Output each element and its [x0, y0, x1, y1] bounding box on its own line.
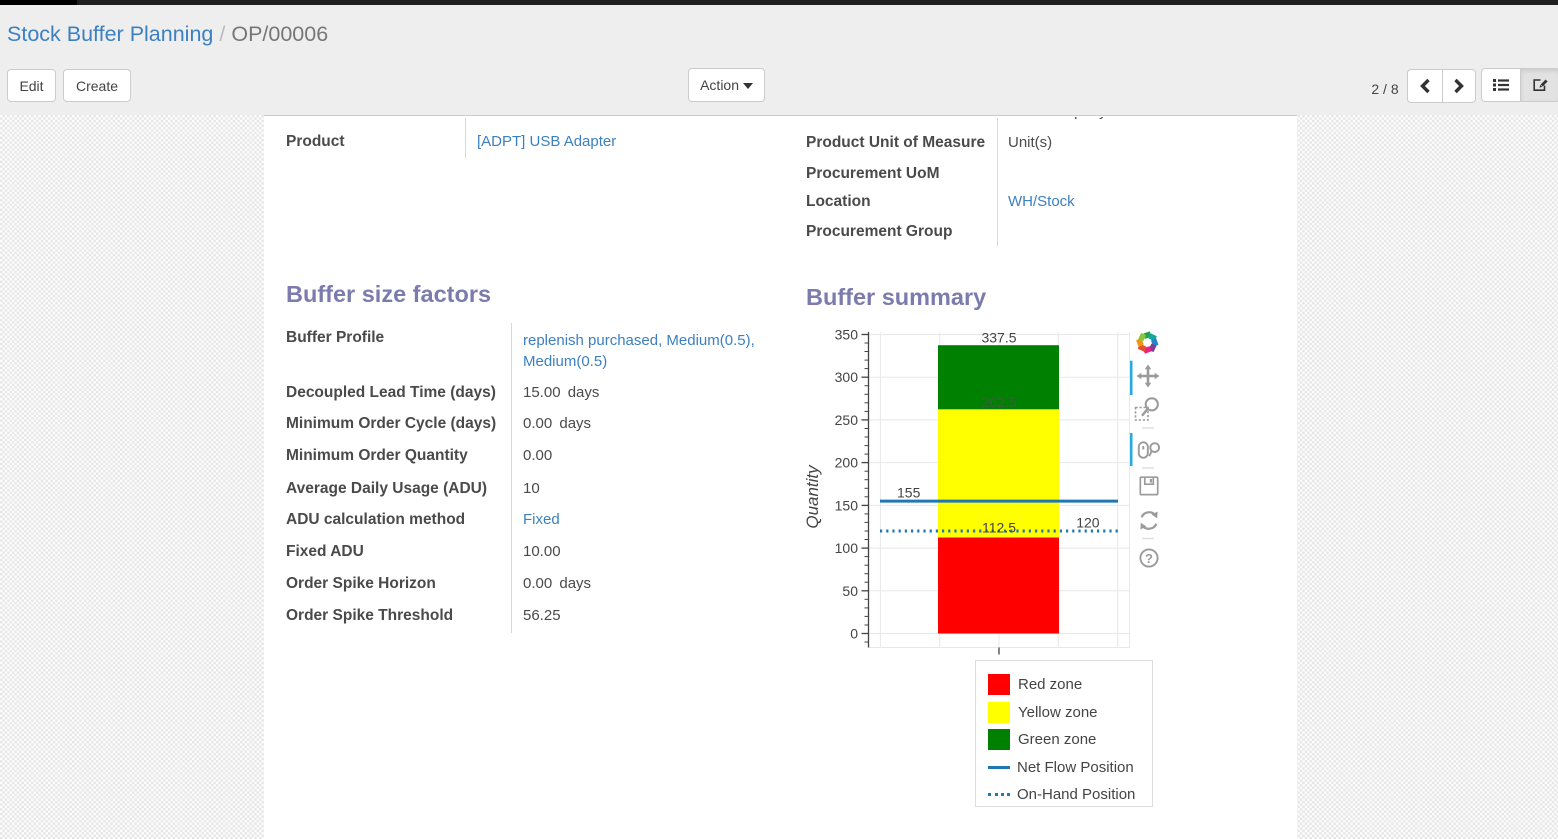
svg-text:250: 250	[835, 412, 859, 428]
svg-text:120: 120	[1076, 515, 1100, 531]
svg-text:350: 350	[835, 327, 859, 343]
svg-text:0: 0	[850, 626, 858, 642]
svg-text:262.5: 262.5	[981, 394, 1016, 410]
svg-text:150: 150	[835, 497, 859, 513]
svg-text:50: 50	[842, 583, 858, 599]
svg-text:?: ?	[1145, 551, 1153, 566]
svg-text:300: 300	[835, 369, 859, 385]
svg-text:100: 100	[835, 540, 859, 556]
svg-text:155: 155	[897, 484, 921, 500]
svg-text:337.5: 337.5	[981, 330, 1016, 346]
svg-text:Quantity: Quantity	[803, 464, 822, 529]
svg-text:112.5: 112.5	[982, 520, 1016, 536]
svg-text:200: 200	[835, 455, 859, 471]
